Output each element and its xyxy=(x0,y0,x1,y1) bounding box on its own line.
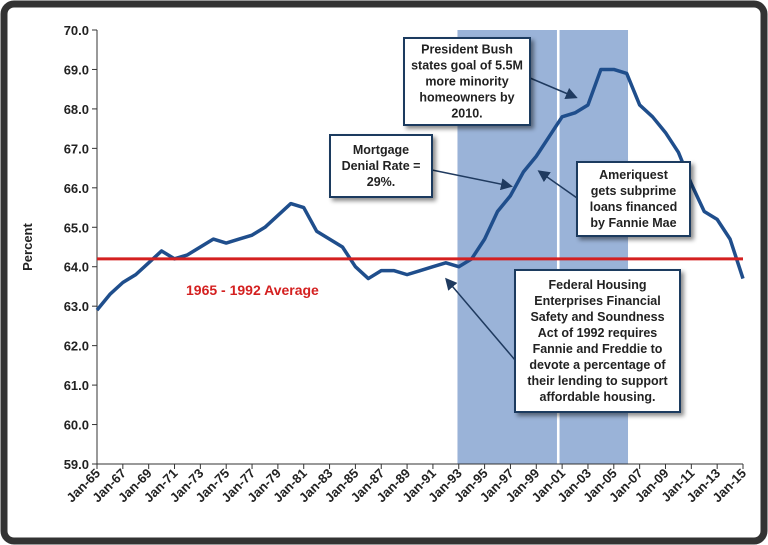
annotation-box xyxy=(514,269,681,413)
y-tick-label: 68.0 xyxy=(64,102,89,117)
annotation-text: Mortgage xyxy=(353,143,409,157)
y-tick-label: 63.0 xyxy=(64,299,89,314)
annotation-text: 29%. xyxy=(367,175,396,189)
annotation-text: devote a percentage of xyxy=(529,358,666,372)
annotation-text: Federal Housing xyxy=(549,278,647,292)
annotation-text: more minority xyxy=(425,75,508,89)
annotation-text: states goal of 5.5M xyxy=(411,59,523,73)
annotation-text: gets subprime xyxy=(591,184,676,198)
annotation-arrow xyxy=(529,77,578,100)
annotation-box xyxy=(576,161,691,237)
annotation-text: by Fannie Mae xyxy=(590,216,676,230)
annotation-text: their lending to support xyxy=(527,374,668,388)
y-tick-label: 67.0 xyxy=(64,141,89,156)
data-line xyxy=(95,67,745,312)
annotation-text: Enterprises Financial xyxy=(534,294,660,308)
annotation-text: Safety and Soundness xyxy=(530,310,664,324)
y-tick-label: 60.0 xyxy=(64,418,89,433)
annotation-text: loans financed xyxy=(590,200,678,214)
annotation-text: Fannie and Freddie to xyxy=(533,342,663,356)
annotation-arrow xyxy=(537,170,578,199)
annotation-box xyxy=(403,37,531,126)
y-tick-label: 69.0 xyxy=(64,62,89,77)
y-tick-label: 61.0 xyxy=(64,378,89,393)
annotation-arrow xyxy=(431,169,513,191)
annotation-arrow xyxy=(445,277,516,361)
y-tick-label: 64.0 xyxy=(64,260,89,275)
y-tick-label: 70.0 xyxy=(64,23,89,38)
annotation-text: Ameriquest xyxy=(599,168,669,182)
average-label: 1965 - 1992 Average xyxy=(186,282,319,298)
annotation-box xyxy=(329,134,433,198)
y-tick-label: 59.0 xyxy=(64,457,89,472)
y-tick-label: 62.0 xyxy=(64,339,89,354)
annotation-text: Act of 1992 requires xyxy=(538,326,658,340)
annotation-text: President Bush xyxy=(421,43,513,57)
annotation-text: 2010. xyxy=(451,107,482,121)
annotation-text: affordable housing. xyxy=(540,390,656,404)
y-tick-label: 66.0 xyxy=(64,181,89,196)
annotation-text: Denial Rate = xyxy=(342,159,421,173)
y-axis-label: Percent xyxy=(20,222,35,270)
annotation-text: homeowners by xyxy=(419,91,514,105)
y-tick-label: 65.0 xyxy=(64,220,89,235)
